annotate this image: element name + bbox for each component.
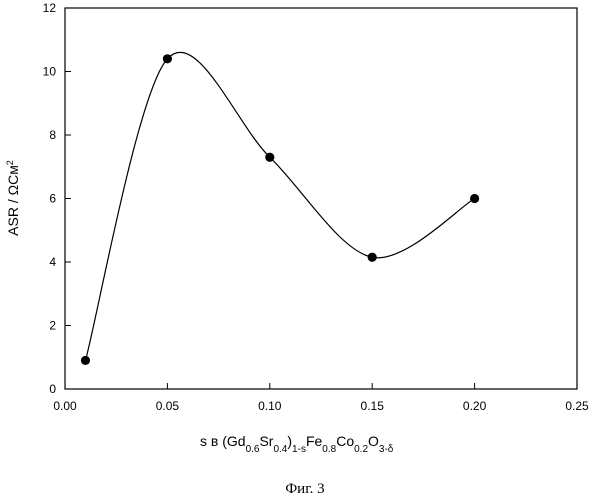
data-point [265,153,274,162]
y-tick-label: 10 [43,65,57,79]
data-point [163,54,172,63]
y-tick-label: 4 [49,255,56,269]
x-tick-label: 0.10 [258,399,282,413]
x-tick-label: 0.20 [463,399,487,413]
y-axis: 0 2 4 6 8 10 12 [43,1,71,396]
fit-curve [85,52,474,360]
data-point [470,194,479,203]
y-tick-label: 2 [49,319,56,333]
x-tick-label: 0.15 [361,399,385,413]
data-point [368,253,377,262]
y-tick-label: 8 [49,128,56,142]
y-tick-label: 0 [49,382,56,396]
data-point [81,356,90,365]
y-tick-label: 12 [43,1,57,15]
x-tick-label: 0.00 [53,399,77,413]
y-tick-label: 6 [49,192,56,206]
figure-caption: Фиг. 3 [285,481,324,497]
x-tick-label: 0.25 [565,399,589,413]
x-axis: 0.00 0.05 0.10 0.15 0.20 0.25 [53,383,589,413]
y-axis-label: ASR / ΩСм2 [5,160,21,236]
x-tick-label: 0.05 [156,399,180,413]
x-axis-label: s в (Gd0.6Sr0.4)1-sFe0.8Co0.2O3-δ [200,433,394,455]
plot-frame [65,8,577,389]
data-points [81,54,479,365]
